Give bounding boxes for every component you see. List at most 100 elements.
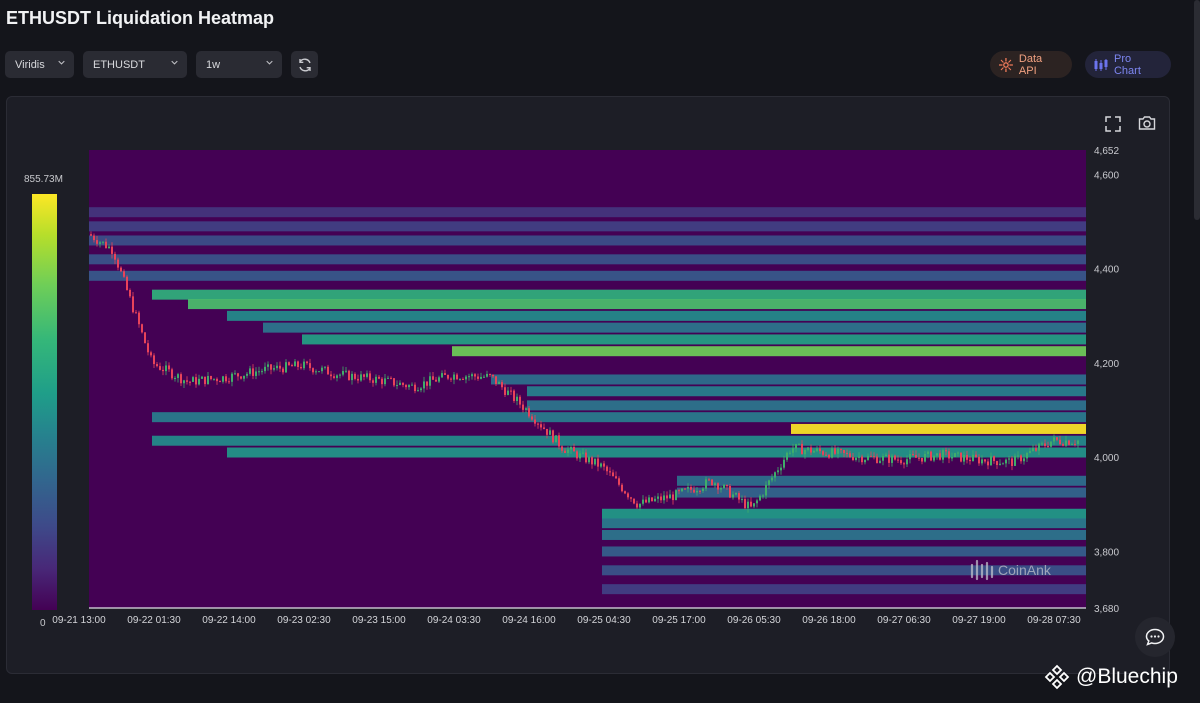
screenshot-button[interactable] <box>1137 113 1157 133</box>
candle <box>369 373 371 381</box>
candle <box>450 378 452 380</box>
candle <box>165 365 167 372</box>
candle <box>1032 448 1034 452</box>
candle <box>207 375 209 385</box>
symbol-select[interactable]: ETHUSDT <box>83 51 187 78</box>
colorbar <box>32 194 57 610</box>
colorbar-max-label: 855.73M <box>24 174 63 185</box>
candle <box>753 503 755 507</box>
candle <box>867 455 869 460</box>
candle <box>918 457 920 459</box>
candle <box>744 499 746 509</box>
liquidation-band <box>602 508 1086 519</box>
candle <box>591 457 593 465</box>
candle <box>900 460 902 464</box>
candle <box>975 454 977 457</box>
symbol-select-value: ETHUSDT <box>93 58 145 71</box>
candle <box>462 378 464 380</box>
candle <box>699 490 701 492</box>
range-select[interactable]: 1w <box>196 51 282 78</box>
candle <box>1008 458 1010 460</box>
candle <box>195 377 197 385</box>
candle <box>564 450 566 453</box>
candle <box>774 472 776 478</box>
candle <box>747 501 749 509</box>
candle <box>306 361 308 364</box>
candle <box>930 451 932 461</box>
candle <box>486 373 488 377</box>
liquidation-band <box>452 346 1086 357</box>
chat-icon <box>1145 628 1165 646</box>
candle <box>657 496 659 499</box>
x-tick-label: 09-25 17:00 <box>652 615 706 626</box>
scrollbar[interactable] <box>1194 0 1200 220</box>
candle <box>336 375 338 378</box>
candle <box>615 476 617 479</box>
candle <box>144 332 146 344</box>
candle <box>609 471 611 473</box>
candle <box>996 461 998 465</box>
liquidation-band <box>263 322 1086 333</box>
candle <box>738 493 740 500</box>
candle <box>771 477 773 481</box>
candle <box>990 456 992 466</box>
candle <box>102 241 104 243</box>
candle <box>978 456 980 464</box>
candle <box>183 380 185 384</box>
liquidation-band <box>89 207 1086 218</box>
candle <box>543 427 545 429</box>
candle <box>948 451 950 459</box>
candle <box>927 451 929 454</box>
candle <box>303 361 305 369</box>
candle <box>411 384 413 386</box>
candle <box>390 377 392 379</box>
candle <box>297 361 299 367</box>
x-tick-label: 09-22 01:30 <box>127 615 181 626</box>
chat-button[interactable] <box>1135 617 1175 657</box>
candle <box>987 461 989 466</box>
candle <box>540 424 542 428</box>
fullscreen-button[interactable] <box>1103 114 1123 134</box>
candle <box>672 494 674 501</box>
candle <box>159 366 161 370</box>
candle <box>426 381 428 386</box>
candle <box>1050 441 1052 447</box>
candle <box>285 362 287 373</box>
candle <box>627 493 629 498</box>
pro-chart-button[interactable]: Pro Chart <box>1085 51 1171 78</box>
candle <box>273 368 275 370</box>
candle <box>1023 458 1025 462</box>
data-api-button[interactable]: Data API <box>990 51 1072 78</box>
candle <box>438 377 440 382</box>
candle <box>1017 455 1019 457</box>
footer-credit: @Bluechip <box>1044 664 1178 690</box>
candle <box>660 496 662 501</box>
candle <box>1059 439 1061 445</box>
binance-logo-icon <box>1044 664 1070 690</box>
candle <box>171 369 173 379</box>
candle <box>924 453 926 462</box>
palette-select[interactable]: Viridis <box>5 51 74 78</box>
candle <box>219 381 221 383</box>
candle <box>354 373 356 379</box>
candle <box>561 446 563 451</box>
candle <box>843 450 845 453</box>
refresh-button[interactable] <box>291 51 318 78</box>
chevron-down-icon <box>266 60 273 65</box>
candle <box>888 454 890 463</box>
candle <box>630 497 632 499</box>
candle <box>786 452 788 460</box>
x-tick-label: 09-25 04:30 <box>577 615 631 626</box>
candle <box>600 463 602 467</box>
y-tick-label: 4,400 <box>1094 265 1119 276</box>
candle <box>150 352 152 356</box>
candle <box>333 376 335 378</box>
candle <box>300 366 302 369</box>
candle <box>432 376 434 380</box>
candle <box>597 458 599 467</box>
candle <box>255 371 257 376</box>
candle <box>129 290 131 297</box>
liquidation-band <box>89 221 1086 232</box>
candle <box>777 470 779 473</box>
candle <box>828 454 830 458</box>
